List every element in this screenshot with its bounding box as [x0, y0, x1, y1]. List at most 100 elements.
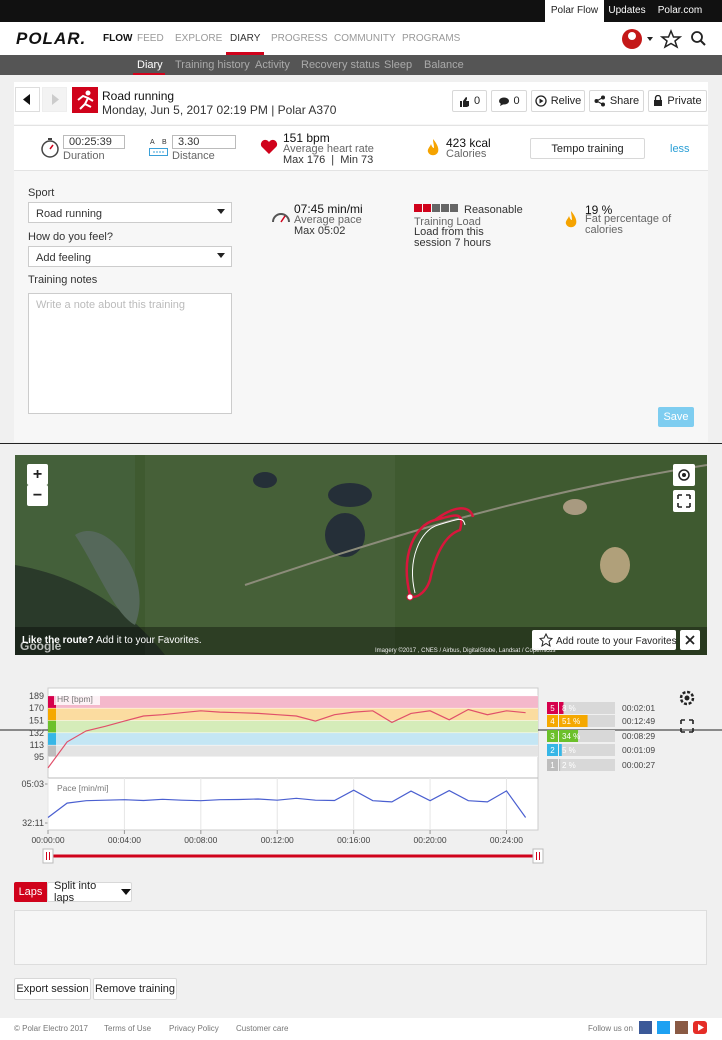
- laps-tab[interactable]: Laps: [14, 882, 47, 902]
- zone-bar: [559, 730, 579, 742]
- notes-label: Training notes: [28, 274, 98, 286]
- relive-button[interactable]: Relive: [531, 90, 585, 112]
- relive-label: Relive: [550, 95, 582, 107]
- distance-marker: A: [150, 139, 155, 146]
- zone-time: 00:01:09: [622, 745, 655, 755]
- nav-item[interactable]: COMMUNITY: [334, 33, 396, 44]
- heart-icon: [260, 139, 278, 154]
- sport-select[interactable]: Road running: [28, 202, 232, 223]
- privacy-button[interactable]: Private: [648, 90, 707, 112]
- toggle-link[interactable]: less: [670, 143, 690, 155]
- session-subtitle: Monday, Jun 5, 2017 02:19 PM | Polar A37…: [102, 103, 337, 117]
- footer-link[interactable]: Privacy Policy: [169, 1024, 219, 1033]
- top-link[interactable]: Polar.com: [657, 5, 703, 16]
- training-benefit[interactable]: Tempo training: [530, 138, 645, 159]
- zone-time: 00:02:01: [622, 703, 655, 713]
- subnav-item[interactable]: Activity: [255, 59, 290, 71]
- chart-settings[interactable]: [679, 690, 695, 706]
- range-handle[interactable]: [532, 848, 544, 864]
- nav-item[interactable]: DIARY: [230, 33, 261, 44]
- instagram[interactable]: [675, 1021, 688, 1034]
- facebook[interactable]: [639, 1021, 652, 1034]
- nav-item[interactable]: EXPLORE: [175, 33, 223, 44]
- save-button[interactable]: Save: [658, 407, 694, 427]
- calories-icon: [427, 139, 439, 156]
- y-tick-label: 170: [29, 703, 44, 713]
- zoom-in[interactable]: [27, 464, 48, 485]
- header-icons: [15, 87, 98, 113]
- hr-label: Average heart rate: [283, 143, 374, 155]
- distance-value[interactable]: 3.30: [172, 135, 236, 149]
- top-bar: [0, 0, 722, 22]
- comment-icon: [499, 97, 510, 106]
- footer-link[interactable]: Terms of Use: [104, 1024, 152, 1033]
- subnav-item[interactable]: Balance: [424, 59, 464, 71]
- zone-bar-bg: [559, 702, 615, 714]
- y-tick-label: 32:11: [22, 818, 44, 828]
- pace-label: Average pace: [294, 214, 362, 226]
- distance-icon: [149, 148, 168, 156]
- zone-strip: [48, 732, 56, 746]
- duration-value[interactable]: 00:25:39: [63, 135, 125, 149]
- subnav-item[interactable]: Training history: [175, 59, 250, 71]
- nav-item[interactable]: PROGRAMS: [402, 33, 461, 44]
- comment-button[interactable]: 0: [491, 90, 527, 112]
- notes-input[interactable]: Write a note about this training: [28, 293, 232, 414]
- fullscreen-button[interactable]: [673, 490, 695, 512]
- subnav-item[interactable]: Sleep: [384, 59, 413, 71]
- feeling-select[interactable]: Add feeling: [28, 246, 232, 267]
- search-icon[interactable]: [691, 31, 703, 43]
- zone-bar: [559, 744, 562, 756]
- favorite-button[interactable]: [532, 630, 676, 650]
- zone-bar: [559, 759, 561, 771]
- logo[interactable]: POLAR.: [16, 29, 87, 48]
- like-button[interactable]: 0: [452, 90, 487, 112]
- pace-icon: [272, 213, 290, 223]
- zoom-out[interactable]: [27, 485, 48, 506]
- sport-label: Sport: [28, 187, 55, 199]
- map-attribution: Imagery ©2017 , CNES / Airbus, DigitalGl…: [375, 647, 556, 654]
- export-button[interactable]: Export session: [14, 978, 91, 1000]
- y-tick-label: 132: [29, 728, 44, 738]
- zone-percent: 5 %: [562, 746, 576, 755]
- hr-detail: Max 176 | Min 73: [283, 154, 374, 166]
- chart-fullscreen[interactable]: [680, 719, 694, 733]
- zone-number: 3: [550, 732, 555, 741]
- series-label: HR [bpm]: [57, 694, 93, 704]
- nav-bar: [0, 22, 722, 55]
- subnav-item[interactable]: Recovery status: [301, 59, 380, 71]
- map-prompt-detail: Add it to your Favorites.: [96, 635, 202, 646]
- nav-item[interactable]: PROGRESS: [271, 33, 328, 44]
- star-icon[interactable]: [659, 29, 683, 49]
- nav-item[interactable]: FEED: [137, 33, 164, 44]
- nav-icons: [622, 29, 706, 49]
- share-button[interactable]: Share: [589, 90, 644, 112]
- twitter[interactable]: [657, 1021, 670, 1034]
- fat-value: 19 %: [585, 203, 613, 217]
- distance-label: Distance: [172, 150, 215, 162]
- privacy-label: Private: [667, 95, 702, 107]
- top-link[interactable]: Updates: [608, 5, 646, 16]
- calories-value: 423 kcal: [446, 136, 491, 150]
- top-link[interactable]: Polar Flow: [545, 0, 604, 22]
- remove-button[interactable]: Remove training: [93, 978, 177, 1000]
- subnav-item[interactable]: Diary: [137, 59, 163, 71]
- nav-item[interactable]: FLOW: [103, 33, 133, 44]
- zone-number-box: [547, 715, 558, 727]
- footer-link[interactable]: Customer care: [236, 1024, 289, 1033]
- split-laps[interactable]: Split into laps: [47, 880, 132, 904]
- zone-bar: [559, 702, 564, 714]
- subnav-underline: [133, 73, 165, 75]
- load-indicator: [414, 204, 458, 212]
- zone-percent: 51 %: [562, 717, 580, 726]
- map[interactable]: + − Like the route? Add it to your Favor…: [15, 455, 707, 655]
- zone-time: 00:12:49: [622, 716, 655, 726]
- notes-placeholder: Write a note about this training: [36, 299, 185, 311]
- zone-number-box: [547, 702, 558, 714]
- range-handle[interactable]: [42, 848, 54, 864]
- training-benefit-label: Tempo training: [551, 142, 624, 155]
- zone-number: 1: [550, 761, 555, 770]
- zone-bar-bg: [559, 744, 615, 756]
- remove-label: Remove training: [94, 983, 176, 995]
